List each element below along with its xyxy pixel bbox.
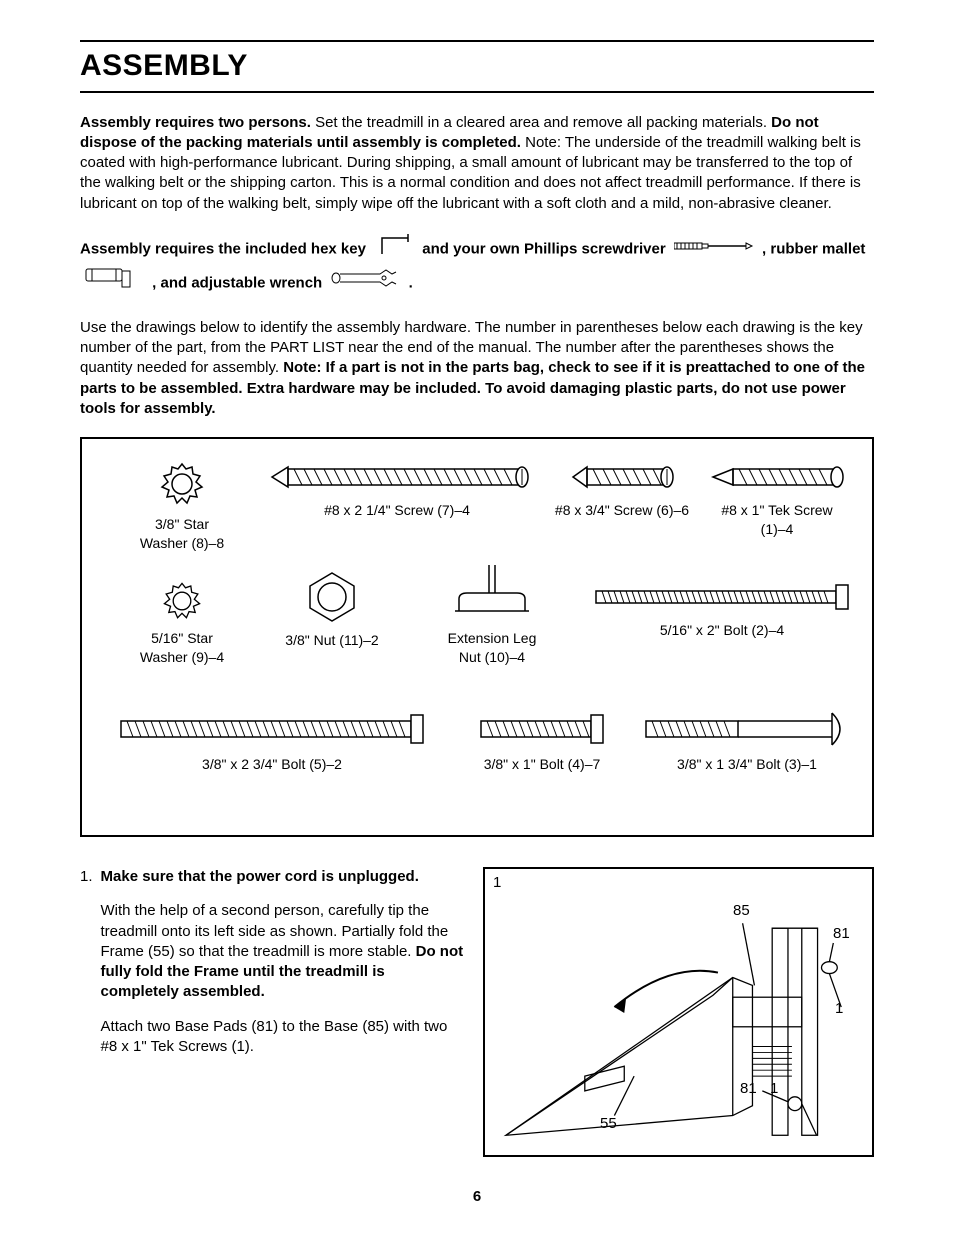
rule-top	[80, 40, 874, 42]
hardware-box: 3/8" Star Washer (8)–8 #8 x 2 1/4" Screw…	[80, 437, 874, 837]
hw-label: #8 x 2 1/4" Screw (7)–4	[324, 502, 470, 518]
step-num: 1.	[80, 867, 93, 1071]
intro-text-1: Set the treadmill in a cleared area and …	[311, 114, 771, 131]
tools-a: Assembly requires the included hex key	[80, 240, 366, 257]
hw-label: #8 x 3/4" Screw (6)–6	[555, 502, 689, 518]
hw-tek-screw: #8 x 1" Tek Screw (1)–4	[702, 459, 852, 539]
hw-label: 3/8" x 2 3/4" Bolt (5)–2	[202, 756, 342, 772]
hw-nut-38: 3/8" Nut (11)–2	[262, 569, 402, 650]
hw-screw-6: #8 x 3/4" Screw (6)–6	[552, 459, 692, 520]
tools-c: , rubber mallet	[762, 240, 865, 257]
fig-label-81a: 81	[833, 924, 850, 944]
hw-label: 5/16" Star Washer (9)–4	[140, 630, 224, 665]
screwdriver-icon	[674, 234, 754, 264]
step-heading: Make sure that the power cord is unplugg…	[101, 868, 419, 885]
hw-label: 3/8" Nut (11)–2	[285, 632, 378, 648]
step-para-2: Attach two Base Pads (81) to the Base (8…	[101, 1017, 467, 1058]
hw-label: 3/8" x 1" Bolt (4)–7	[484, 756, 601, 772]
fig-label-1b: 1	[770, 1079, 778, 1099]
page-title: ASSEMBLY	[80, 46, 874, 87]
identify-paragraph: Use the drawings below to identify the a…	[80, 318, 874, 419]
hw-bolt-3: 3/8" x 1 3/4" Bolt (3)–1	[637, 709, 857, 774]
step-1-row: 1. Make sure that the power cord is unpl…	[80, 867, 874, 1157]
page-number: 6	[80, 1187, 874, 1207]
tools-paragraph: Assembly requires the included hex key a…	[80, 232, 874, 300]
mallet-icon	[84, 267, 144, 300]
hw-screw-7: #8 x 2 1/4" Screw (7)–4	[252, 459, 542, 520]
wrench-icon	[330, 268, 400, 299]
hw-bolt-516: 5/16" x 2" Bolt (2)–4	[592, 579, 852, 640]
hw-label: 3/8" Star Washer (8)–8	[140, 516, 224, 551]
rule-bottom	[80, 91, 874, 93]
hw-star-washer-516: 5/16" Star Washer (9)–4	[122, 579, 242, 667]
hw-bolt-5: 3/8" x 2 3/4" Bolt (5)–2	[112, 709, 432, 774]
intro-paragraph: Assembly requires two persons. Set the t…	[80, 113, 874, 214]
hw-label: 3/8" x 1 3/4" Bolt (3)–1	[677, 756, 817, 772]
fig-label-55: 55	[600, 1114, 617, 1134]
fig-label-81b: 81	[740, 1079, 757, 1099]
step-1-figure: 1	[483, 867, 874, 1157]
hw-ext-leg-nut: Extension Leg Nut (10)–4	[422, 559, 562, 667]
fig-label-85: 85	[733, 901, 750, 921]
tools-b: and your own Phillips screwdriver	[422, 240, 665, 257]
tools-e: .	[409, 274, 413, 291]
figure-number: 1	[493, 873, 501, 893]
assembly-diagram-icon	[485, 869, 872, 1155]
tools-d: , and adjustable wrench	[152, 274, 322, 291]
hex-key-icon	[374, 232, 414, 267]
hw-label: #8 x 1" Tek Screw (1)–4	[721, 502, 832, 537]
hw-star-washer-38: 3/8" Star Washer (8)–8	[122, 459, 242, 553]
hw-label: 5/16" x 2" Bolt (2)–4	[660, 622, 784, 638]
hw-label: Extension Leg Nut (10)–4	[448, 630, 537, 665]
step-para-1: With the help of a second person, carefu…	[101, 901, 467, 1002]
intro-bold-1: Assembly requires two persons.	[80, 114, 311, 131]
hw-bolt-4: 3/8" x 1" Bolt (4)–7	[462, 709, 622, 774]
step-1-text: 1. Make sure that the power cord is unpl…	[80, 867, 467, 1157]
fig-label-1a: 1	[835, 999, 843, 1019]
